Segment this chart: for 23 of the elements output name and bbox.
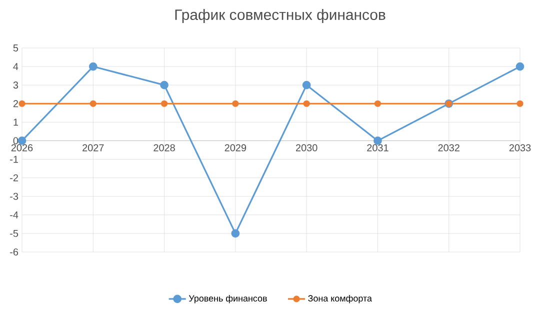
- y-tick-label: -2: [10, 174, 18, 182]
- y-tick-label: 5: [13, 44, 18, 52]
- legend-label: Зона комфорта: [308, 294, 372, 304]
- x-tick-label: 2029: [224, 144, 246, 152]
- x-tick-label: 2028: [154, 144, 175, 152]
- legend-label: Уровень финансов: [188, 294, 267, 304]
- y-tick-label: 1: [14, 118, 18, 126]
- y-tick-label: -1: [10, 156, 18, 163]
- x-tick-label: 2031: [367, 144, 388, 152]
- x-tick-label: 2033: [509, 144, 531, 152]
- x-tick-label: 2027: [82, 144, 104, 152]
- chart-title: График совместных финансов: [175, 9, 386, 23]
- x-tick-label: 2026: [11, 144, 33, 152]
- y-tick-label: -3: [10, 192, 18, 200]
- y-tick-label: 3: [13, 82, 18, 89]
- y-tick-label: -4: [10, 211, 18, 218]
- y-tick-label: 4: [13, 63, 18, 70]
- y-tick-label: -6: [10, 248, 18, 256]
- x-tick-label: 2032: [438, 144, 460, 152]
- x-tick-label: 2030: [296, 144, 318, 152]
- y-tick-label: 2: [13, 100, 18, 108]
- y-tick-label: -5: [10, 230, 18, 237]
- y-tick-label: 0: [13, 137, 18, 144]
